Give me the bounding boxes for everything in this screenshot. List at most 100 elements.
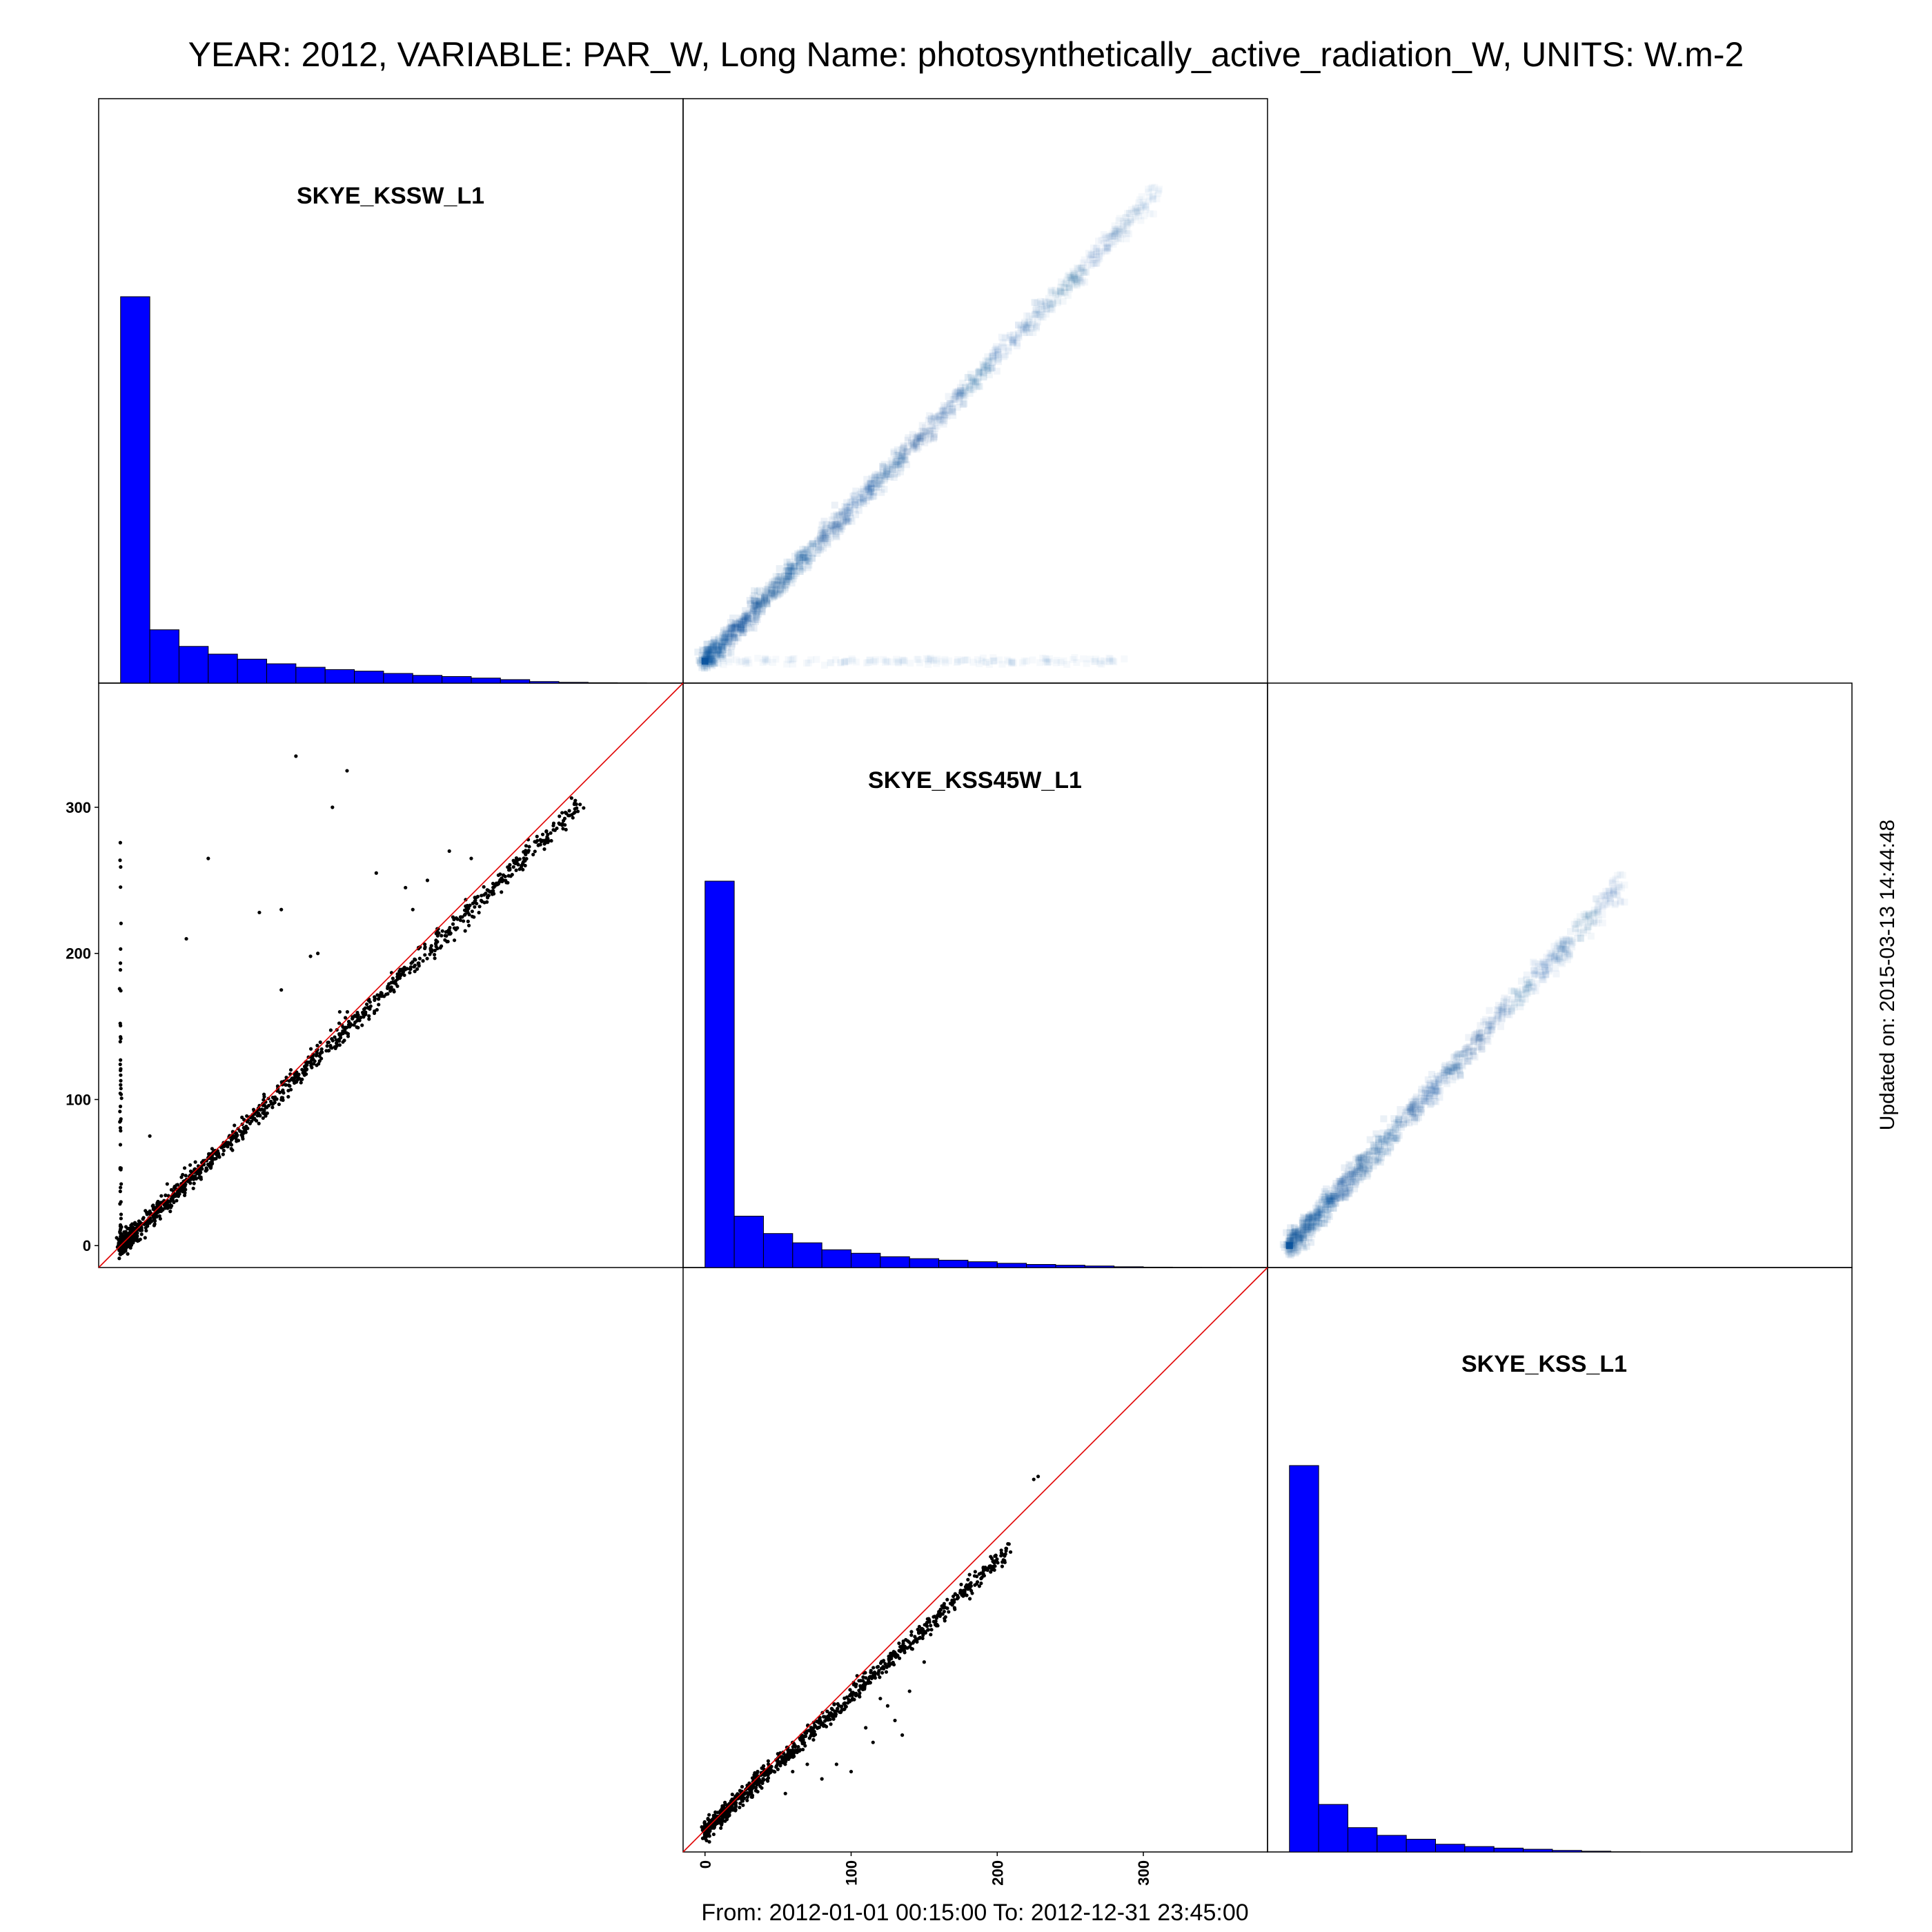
density-cell	[1070, 272, 1078, 279]
density-cell	[1599, 893, 1607, 900]
scatter-point	[391, 988, 396, 992]
density-cell	[794, 554, 802, 562]
density-cell	[733, 620, 741, 628]
density-cell	[1289, 1232, 1297, 1240]
density-cell	[926, 412, 934, 420]
scatter-point	[915, 1639, 919, 1644]
scatter-point	[152, 1215, 157, 1219]
density-cell	[851, 491, 858, 499]
density-cell	[810, 543, 818, 551]
density-cell	[757, 593, 765, 601]
density-cell	[1487, 1023, 1495, 1030]
density-cell	[1294, 1228, 1302, 1236]
density-cell	[880, 460, 888, 468]
histogram-bar	[412, 675, 443, 684]
density-cell	[1448, 1067, 1456, 1075]
density-cell	[1504, 1003, 1511, 1011]
density-cell	[829, 526, 837, 533]
density-cell	[1096, 247, 1103, 255]
density-cell	[883, 464, 891, 472]
scatter-point	[738, 1805, 742, 1810]
density-cell	[1349, 1173, 1357, 1181]
density-cell	[1550, 953, 1558, 960]
density-cell	[1295, 1233, 1303, 1241]
density-cell	[711, 640, 718, 647]
density-cell	[1408, 1113, 1416, 1121]
density-cell	[740, 613, 748, 620]
density-cell	[704, 656, 712, 663]
density-cell	[1559, 960, 1566, 967]
density-cell	[898, 457, 905, 465]
density-cell	[718, 651, 726, 658]
density-cell	[1058, 289, 1065, 297]
density-cell	[1446, 1063, 1453, 1070]
density-cell	[1550, 957, 1558, 965]
density-cell	[1299, 1226, 1307, 1234]
density-cell	[1357, 1154, 1364, 1161]
density-cell	[1024, 324, 1032, 332]
scatter-point	[417, 956, 422, 960]
density-cell	[1384, 1136, 1392, 1144]
density-cell	[738, 624, 745, 631]
density-cell	[904, 448, 911, 456]
scatter-point	[920, 1627, 925, 1631]
scatter-point	[118, 1126, 123, 1130]
density-cell	[801, 556, 809, 564]
density-cell	[782, 584, 789, 591]
density-cell	[880, 656, 887, 663]
density-cell	[985, 357, 993, 364]
density-cell	[759, 605, 767, 613]
density-cell	[747, 600, 754, 608]
scatter-point	[184, 936, 188, 941]
scatter-point	[935, 1614, 939, 1618]
scatter-point	[131, 1241, 135, 1245]
scatter-point	[824, 1724, 829, 1728]
density-cell	[1456, 1067, 1463, 1074]
density-cell	[880, 486, 888, 493]
density-cell	[1389, 1129, 1397, 1136]
density-cell	[1337, 1181, 1344, 1189]
density-cell	[1359, 1169, 1366, 1176]
density-cell	[1376, 1154, 1383, 1162]
density-cell	[992, 345, 1000, 353]
density-cell	[1488, 1016, 1496, 1023]
density-cell	[771, 577, 778, 584]
scatter-point	[791, 1755, 795, 1759]
density-cell	[1411, 1104, 1419, 1112]
density-cell	[1407, 1107, 1414, 1115]
density-cell	[794, 550, 802, 558]
density-cell	[700, 664, 708, 672]
density-cell	[1462, 1045, 1470, 1053]
scatter-point	[720, 1819, 725, 1823]
density-cell	[728, 623, 736, 631]
scatter-point	[562, 816, 567, 820]
density-cell	[958, 389, 966, 397]
density-cell	[960, 400, 968, 407]
density-cell	[1332, 1191, 1340, 1199]
x-tick-label: 0	[697, 1860, 714, 1869]
density-cell	[1301, 1223, 1308, 1230]
density-cell	[1285, 1245, 1292, 1253]
scatter-point	[945, 1606, 949, 1610]
scatter-point	[872, 1670, 877, 1675]
scatter-point	[776, 1759, 780, 1763]
density-cell	[1287, 1251, 1294, 1259]
density-cell	[718, 640, 725, 648]
scatter-point	[315, 1043, 319, 1047]
scatter-point	[241, 1130, 245, 1135]
density-cell	[943, 413, 951, 420]
density-cell	[1541, 972, 1549, 979]
density-cell	[1586, 916, 1594, 924]
density-cell	[761, 594, 769, 602]
density-cell	[793, 558, 801, 565]
scatter-point	[423, 945, 427, 949]
density-cell	[1285, 1236, 1292, 1243]
density-layer	[694, 217, 1628, 1259]
density-cell	[739, 629, 747, 636]
density-cell	[930, 435, 938, 442]
density-cell	[1074, 275, 1081, 282]
density-cell	[867, 488, 874, 495]
density-cell	[1553, 955, 1561, 963]
scatter-point	[885, 1704, 890, 1708]
